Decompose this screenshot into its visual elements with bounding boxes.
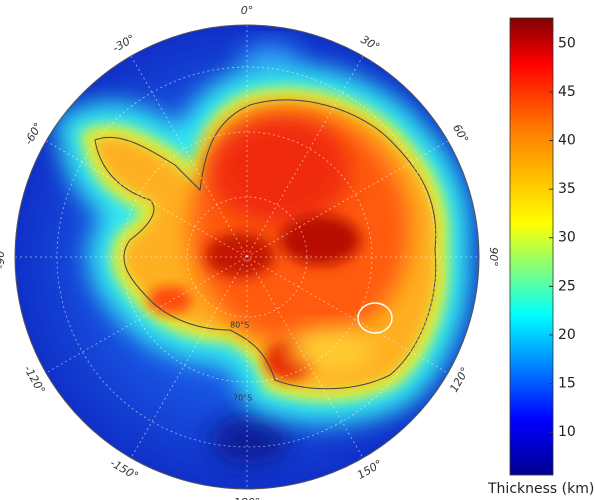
- longitude-label: 0°: [241, 4, 254, 17]
- colorbar-tick-label: 35: [558, 181, 576, 197]
- longitude-label: -90°: [0, 245, 7, 268]
- longitude-label: 90°: [487, 247, 500, 267]
- longitude-label: 30°: [359, 33, 382, 54]
- colorbar-tick-label: 50: [558, 35, 576, 51]
- map-disk: [15, 25, 479, 489]
- latitude-label: 70°S: [233, 394, 252, 403]
- longitude-label: 180°: [234, 496, 261, 500]
- colorbar: [509, 17, 554, 476]
- colorbar-tick-label: 30: [558, 230, 576, 246]
- colorbar-label: Thickness (km): [487, 481, 594, 497]
- colorbar-tick-label: 40: [558, 133, 576, 149]
- colorbar-tick-label: 25: [558, 278, 576, 294]
- longitude-label: 150°: [355, 457, 384, 482]
- longitude-label: -30°: [110, 32, 137, 55]
- longitude-label: 60°: [450, 122, 471, 145]
- colorbar-tick-label: 10: [558, 424, 576, 440]
- latitude-label: 80°S: [230, 321, 249, 330]
- longitude-label: 120°: [447, 365, 472, 394]
- colorbar-tick-label: 20: [558, 327, 576, 343]
- colorbar-tick-label: 15: [558, 376, 576, 392]
- map-border: [14, 24, 480, 490]
- longitude-label: -60°: [22, 120, 45, 147]
- colorbar-tick-label: 45: [558, 84, 576, 100]
